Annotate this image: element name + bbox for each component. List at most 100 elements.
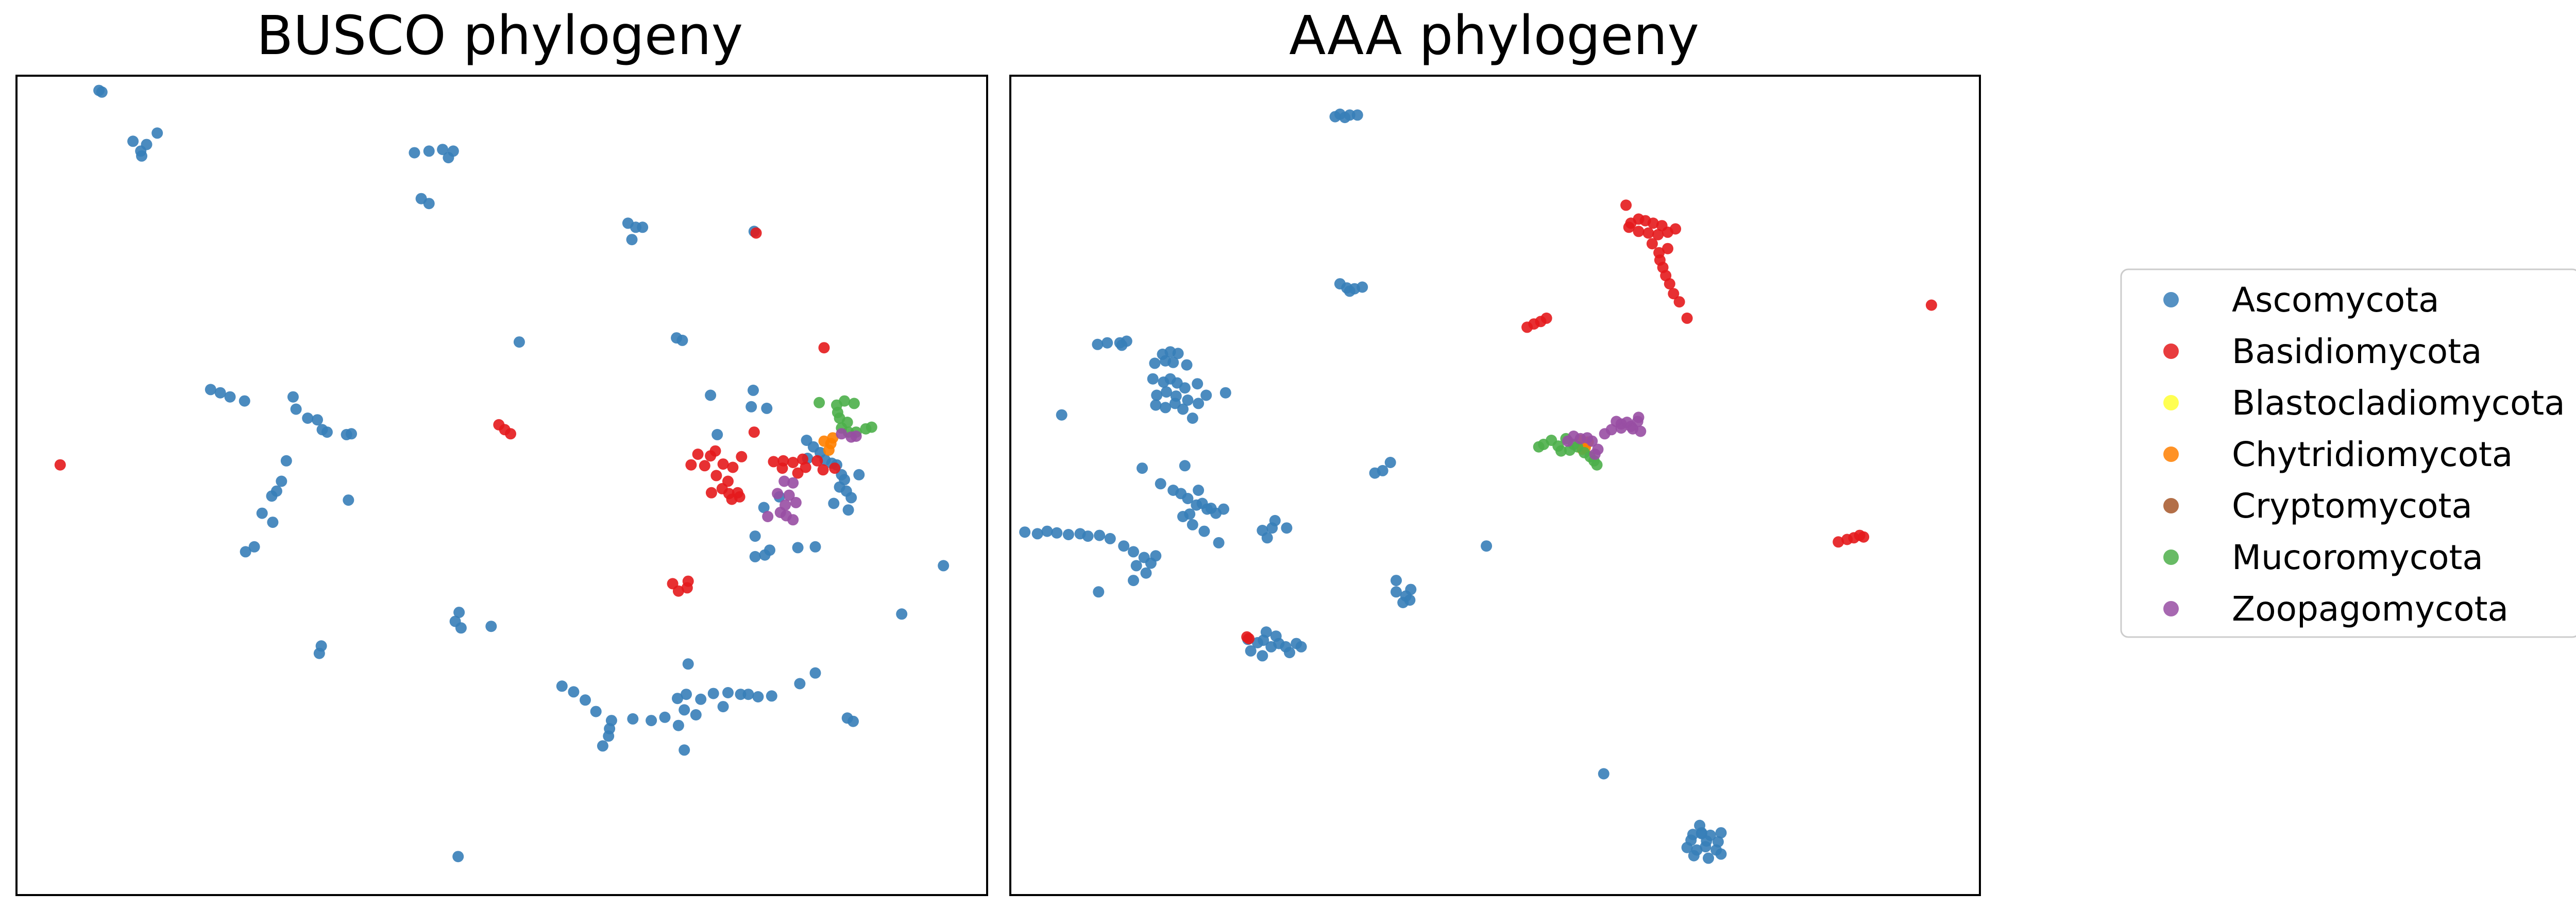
aaa-point-basidiomycota-25 [1540, 312, 1552, 324]
busco-point-basidiomycota-6 [736, 451, 748, 462]
aaa-point-ascomycota-103 [1284, 647, 1295, 659]
legend-label-cryptomycota: Cryptomycota [2232, 486, 2472, 526]
busco-point-ascomycota-75 [758, 502, 770, 513]
busco-point-basidiomycota-26 [811, 455, 823, 467]
aaa-point-ascomycota-42 [1179, 460, 1191, 472]
busco-point-ascomycota-72 [792, 542, 804, 554]
busco-point-ascomycota-13 [423, 198, 435, 210]
busco-point-ascomycota-71 [749, 551, 761, 562]
busco-point-ascomycota-102 [603, 730, 615, 742]
aaa-point-ascomycota-36 [1187, 413, 1198, 424]
aaa-point-ascomycota-4 [1339, 112, 1351, 124]
busco-point-ascomycota-35 [276, 475, 287, 487]
busco-point-ascomycota-37 [266, 490, 278, 502]
aaa-point-ascomycota-61 [1062, 529, 1074, 540]
aaa-point-zoopagomycota-16 [1611, 416, 1622, 427]
busco-point-ascomycota-80 [794, 678, 806, 690]
busco-point-ascomycota-91 [752, 691, 764, 702]
aaa-point-ascomycota-86 [1391, 586, 1402, 598]
busco-point-ascomycota-78 [682, 658, 694, 670]
busco-point-basidiomycota-13 [727, 461, 739, 473]
busco-point-ascomycota-70 [759, 549, 771, 561]
aaa-point-ascomycota-91 [1481, 540, 1493, 552]
busco-point-ascomycota-17 [626, 234, 638, 246]
busco-point-ascomycota-79 [717, 701, 729, 713]
busco-point-basidiomycota-3 [505, 428, 516, 440]
busco-point-chytridiomycota-3 [825, 438, 837, 450]
busco-point-basidiomycota-34 [681, 582, 693, 594]
busco-point-basidiomycota-35 [750, 227, 762, 239]
busco-point-ascomycota-101 [597, 740, 608, 752]
aaa-point-ascomycota-33 [1160, 402, 1172, 414]
aaa-point-basidiomycota-18 [1664, 278, 1675, 290]
aaa-point-ascomycota-57 [1019, 526, 1031, 538]
aaa-point-ascomycota-29 [1161, 386, 1172, 398]
busco-point-ascomycota-104 [672, 693, 683, 705]
aaa-point-ascomycota-32 [1150, 399, 1162, 411]
busco-point-ascomycota-47 [455, 622, 467, 634]
aaa-point-mucoromycota-12 [1533, 441, 1545, 453]
busco-point-mucoromycota-2 [848, 398, 860, 409]
aaa-point-ascomycota-31 [1182, 394, 1194, 406]
busco-point-ascomycota-105 [681, 689, 692, 700]
busco-point-ascomycota-49 [705, 389, 717, 401]
busco-point-zoopagomycota-8 [790, 496, 802, 508]
aaa-point-mucoromycota-11 [1591, 459, 1603, 471]
busco-point-ascomycota-21 [513, 336, 525, 348]
aaa-point-ascomycota-14 [1116, 339, 1128, 351]
aaa-point-ascomycota-28 [1151, 389, 1163, 401]
aaa-point-ascomycota-37 [1193, 398, 1205, 409]
busco-points [54, 84, 950, 863]
aaa-point-ascomycota-60 [1051, 527, 1063, 539]
aaa-point-ascomycota-98 [1251, 637, 1263, 648]
aaa-point-basidiomycota-11 [1670, 223, 1682, 235]
busco-point-zoopagomycota-4 [787, 477, 799, 489]
busco-point-mucoromycota-11 [814, 397, 825, 408]
busco-point-mucoromycota-1 [839, 395, 851, 407]
busco-plot-frame [15, 75, 988, 896]
aaa-point-basidiomycota-12 [1646, 238, 1658, 250]
legend-label-basidiomycota: Basidiomycota [2232, 332, 2482, 371]
busco-point-ascomycota-109 [452, 851, 464, 863]
busco-point-zoopagomycota-6 [783, 489, 795, 501]
busco-point-basidiomycota-24 [787, 457, 799, 468]
aaa-point-ascomycota-74 [1198, 525, 1210, 537]
aaa-point-ascomycota-83 [1384, 457, 1396, 468]
busco-point-basidiomycota-17 [705, 487, 717, 499]
legend-marker-zoopagomycota [2163, 601, 2179, 616]
busco-point-ascomycota-94 [672, 719, 684, 731]
busco-point-ascomycota-9 [437, 144, 449, 156]
busco-point-ascomycota-103 [679, 744, 690, 756]
busco-point-basidiomycota-4 [818, 342, 830, 354]
busco-point-ascomycota-87 [707, 688, 719, 699]
busco-point-ascomycota-50 [748, 384, 759, 396]
busco-point-ascomycota-82 [627, 713, 639, 725]
busco-point-ascomycota-97 [590, 706, 602, 717]
busco-point-ascomycota-48 [485, 621, 497, 632]
busco-point-zoopagomycota-12 [762, 511, 774, 522]
aaa-points [1019, 108, 1937, 864]
busco-point-ascomycota-90 [742, 689, 754, 700]
busco-point-basidiomycota-22 [768, 456, 779, 468]
aaa-point-basidiomycota-33 [1243, 633, 1255, 644]
busco-point-ascomycota-29 [312, 414, 323, 426]
aaa-point-ascomycota-38 [1200, 389, 1212, 401]
busco-point-basidiomycota-0 [54, 459, 66, 471]
legend-label-chytridiomycota: Chytridiomycota [2232, 435, 2513, 474]
aaa-point-ascomycota-58 [1031, 528, 1043, 540]
busco-point-zoopagomycota-2 [850, 431, 862, 442]
aaa-point-ascomycota-46 [1193, 485, 1205, 496]
aaa-point-basidiomycota-0 [1620, 199, 1632, 211]
busco-point-ascomycota-63 [853, 469, 865, 480]
aaa-point-ascomycota-3 [1351, 109, 1363, 121]
busco-point-ascomycota-108 [896, 608, 908, 620]
aaa-point-ascomycota-41 [1137, 462, 1148, 474]
aaa-point-ascomycota-105 [1598, 768, 1609, 780]
aaa-point-ascomycota-102 [1295, 641, 1307, 653]
busco-point-ascomycota-22 [205, 384, 216, 396]
busco-point-ascomycota-23 [214, 387, 226, 399]
aaa-point-ascomycota-26 [1179, 382, 1191, 394]
aaa-point-ascomycota-114 [1688, 850, 1700, 862]
busco-point-ascomycota-11 [443, 152, 454, 164]
